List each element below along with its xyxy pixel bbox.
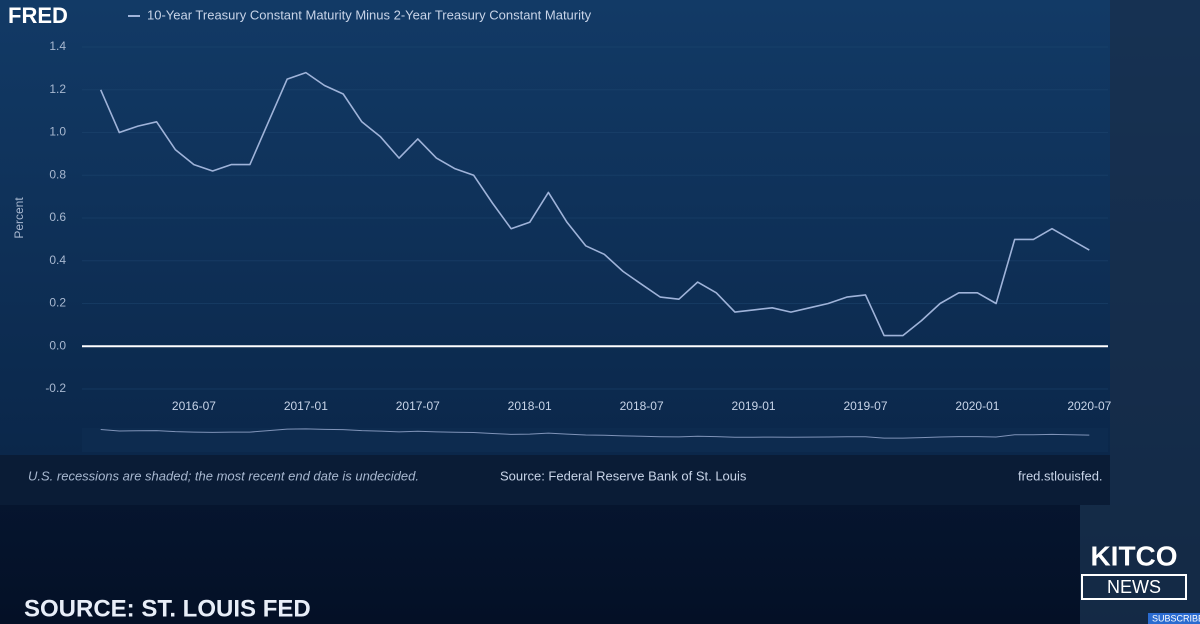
x-tick-label: 2019-01	[732, 399, 776, 413]
y-tick-label: 0.6	[49, 210, 66, 224]
x-tick-label: 2020-01	[955, 399, 999, 413]
y-tick-label: 1.0	[49, 125, 66, 139]
x-tick-label: 2019-07	[843, 399, 887, 413]
logo-top: KITCO	[1090, 540, 1177, 571]
series-line	[99, 71, 1090, 337]
navigator	[82, 428, 1108, 452]
url: fred.stlouisfed.	[1018, 468, 1103, 483]
y-tick-label: 0.4	[49, 253, 66, 267]
logo-box	[1081, 574, 1187, 600]
y-tick-label: 1.2	[49, 82, 66, 96]
chart-panel	[0, 0, 1110, 505]
x-tick-label: 2016-07	[172, 399, 216, 413]
y-tick-label: 0.2	[49, 296, 66, 310]
y-tick-label: 0.8	[49, 167, 66, 181]
subscribe-label[interactable]: SUBSCRIBE	[1152, 613, 1200, 623]
x-tick-label: 2017-01	[284, 399, 328, 413]
footer-bar	[0, 455, 1110, 505]
logo-bottom: NEWS	[1107, 577, 1161, 597]
x-tick-label: 2017-07	[396, 399, 440, 413]
y-tick-label: 1.4	[49, 39, 66, 53]
y-axis-label: Percent	[12, 197, 26, 239]
x-tick-label: 2018-01	[508, 399, 552, 413]
x-tick-label: 2020-07	[1067, 399, 1111, 413]
caption: SOURCE: ST. LOUIS FED	[24, 595, 311, 622]
note: U.S. recessions are shaded; the most rec…	[28, 468, 419, 483]
brand: FRED	[8, 3, 68, 28]
navigator-line	[100, 428, 1090, 439]
legend-label: 10-Year Treasury Constant Maturity Minus…	[147, 7, 592, 22]
subscribe-button[interactable]	[1148, 613, 1200, 624]
y-tick-label: -0.2	[45, 381, 66, 395]
x-tick-label: 2018-07	[620, 399, 664, 413]
source: Source: Federal Reserve Bank of St. Loui…	[500, 468, 747, 483]
y-tick-label: 0.0	[49, 338, 66, 352]
